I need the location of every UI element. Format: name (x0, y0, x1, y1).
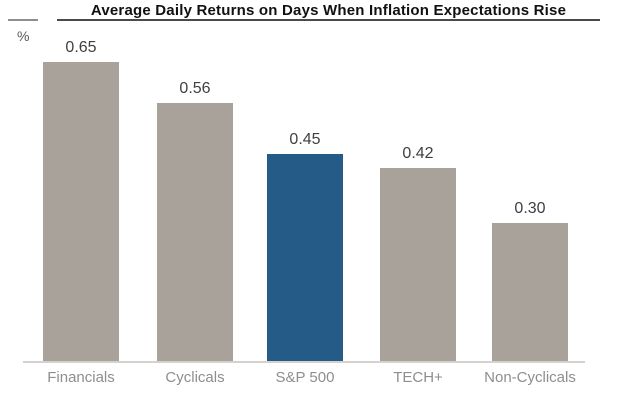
bar-value-label: 0.45 (289, 131, 321, 148)
y-axis-unit-label: % (17, 28, 30, 44)
chart-title: Average Daily Returns on Days When Infla… (90, 2, 567, 19)
bar-value-label: 0.42 (402, 145, 434, 162)
bar-value-label: 0.65 (65, 39, 97, 56)
bar-noncyclicals (492, 223, 568, 362)
category-label-noncyclicals: Non-Cyclicals (484, 369, 576, 386)
bar-tech (380, 168, 456, 362)
axis-top-rule (8, 19, 38, 21)
bar-group-cyclicals: 0.56 (157, 80, 233, 362)
bar-group-financials: 0.65 (43, 39, 119, 362)
bar-sp500 (267, 154, 343, 362)
bar-value-label: 0.30 (514, 200, 546, 217)
title-underline (57, 19, 600, 21)
category-label-tech: TECH+ (393, 369, 443, 386)
category-label-sp500: S&P 500 (275, 369, 335, 386)
category-label-cyclicals: Cyclicals (165, 369, 225, 386)
bar-financials (43, 62, 119, 362)
category-label-financials: Financials (47, 369, 115, 386)
x-axis-baseline (23, 361, 585, 363)
bar-group-noncyclicals: 0.30 (492, 200, 568, 362)
bar-group-tech: 0.42 (380, 145, 456, 362)
bar-cyclicals (157, 103, 233, 362)
bar-group-sp500: 0.45 (267, 131, 343, 362)
bar-value-label: 0.56 (179, 80, 211, 97)
